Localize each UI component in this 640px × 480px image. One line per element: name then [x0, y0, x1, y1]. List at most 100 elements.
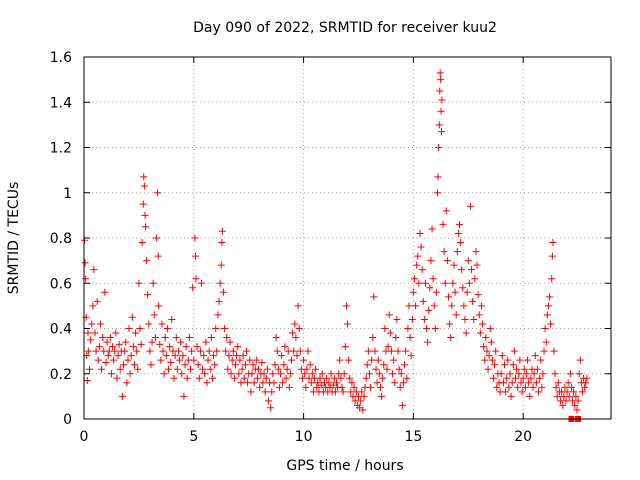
data-point — [412, 302, 420, 310]
data-point — [485, 352, 493, 360]
data-point — [417, 243, 425, 251]
data-point — [404, 325, 412, 332]
data-point — [260, 370, 268, 378]
data-point — [223, 334, 231, 342]
data-point — [548, 275, 556, 283]
data-point — [300, 356, 308, 364]
data-point — [522, 370, 530, 378]
data-point — [440, 248, 448, 256]
data-point — [101, 288, 109, 296]
data-point — [267, 404, 275, 412]
data-point — [437, 76, 445, 84]
data-point — [89, 302, 97, 310]
data-point — [497, 370, 505, 378]
data-point — [154, 189, 162, 197]
data-point — [316, 374, 324, 382]
data-point — [490, 374, 498, 382]
data-point — [460, 302, 468, 310]
data-point — [173, 365, 181, 373]
x-axis-label: GPS time / hours — [286, 458, 403, 474]
data-point — [463, 288, 471, 296]
data-point — [462, 329, 470, 337]
data-point — [551, 370, 559, 378]
data-points — [80, 69, 591, 422]
data-point — [535, 388, 543, 396]
data-point — [398, 401, 406, 409]
data-point — [264, 397, 272, 405]
data-point — [165, 365, 173, 373]
data-point — [218, 239, 226, 247]
data-point — [318, 370, 326, 378]
data-point — [277, 370, 285, 378]
data-point — [359, 406, 367, 414]
data-point — [200, 352, 208, 360]
data-point — [484, 365, 492, 373]
y-tick-label: 0.2 — [50, 367, 72, 383]
data-point — [132, 329, 140, 337]
data-point — [274, 365, 282, 373]
data-point — [401, 361, 409, 369]
data-point — [213, 347, 221, 355]
data-point — [327, 370, 335, 378]
data-point — [446, 320, 454, 328]
data-point — [235, 370, 243, 378]
x-tick-label: 0 — [80, 429, 89, 445]
data-point — [395, 365, 403, 373]
data-point — [563, 388, 571, 396]
data-point — [253, 374, 261, 382]
data-point — [272, 334, 280, 342]
data-point — [222, 347, 230, 355]
data-point — [429, 275, 437, 283]
data-point — [84, 329, 92, 337]
data-point — [312, 365, 320, 373]
data-point — [457, 239, 465, 247]
data-point — [230, 374, 238, 382]
data-point — [228, 356, 236, 364]
data-point — [348, 379, 356, 387]
data-point — [399, 379, 407, 387]
data-point — [530, 370, 538, 378]
data-point — [437, 128, 445, 136]
data-point — [136, 325, 144, 332]
data-point — [540, 347, 548, 355]
data-point — [238, 365, 246, 373]
data-point — [341, 343, 349, 351]
data-point — [252, 356, 260, 364]
data-point — [144, 291, 152, 299]
data-point — [516, 356, 524, 364]
data-point — [454, 229, 462, 237]
data-point — [533, 365, 541, 373]
data-point — [544, 302, 552, 310]
data-point — [464, 257, 472, 265]
data-point — [452, 311, 460, 319]
data-point — [289, 329, 297, 337]
data-point — [88, 320, 96, 328]
data-point — [95, 343, 103, 351]
data-point — [573, 406, 581, 414]
data-point — [240, 374, 248, 382]
y-tick-label: 1 — [63, 186, 72, 202]
data-point — [269, 370, 277, 378]
data-point — [104, 352, 112, 360]
data-point — [415, 279, 423, 287]
data-point — [581, 383, 589, 391]
data-point — [258, 358, 266, 366]
data-point — [455, 220, 463, 228]
data-point — [325, 379, 333, 387]
data-point — [263, 365, 271, 373]
data-point — [458, 266, 466, 274]
data-point — [549, 239, 557, 247]
data-point — [491, 361, 499, 369]
data-point — [166, 343, 174, 351]
data-point — [537, 356, 545, 364]
data-point — [275, 383, 283, 391]
data-point — [370, 293, 378, 301]
data-point — [379, 374, 387, 382]
data-point — [147, 361, 155, 369]
data-point — [470, 315, 478, 323]
data-point — [469, 297, 477, 305]
data-point — [288, 356, 296, 364]
data-point — [302, 383, 310, 391]
data-point — [451, 288, 459, 296]
